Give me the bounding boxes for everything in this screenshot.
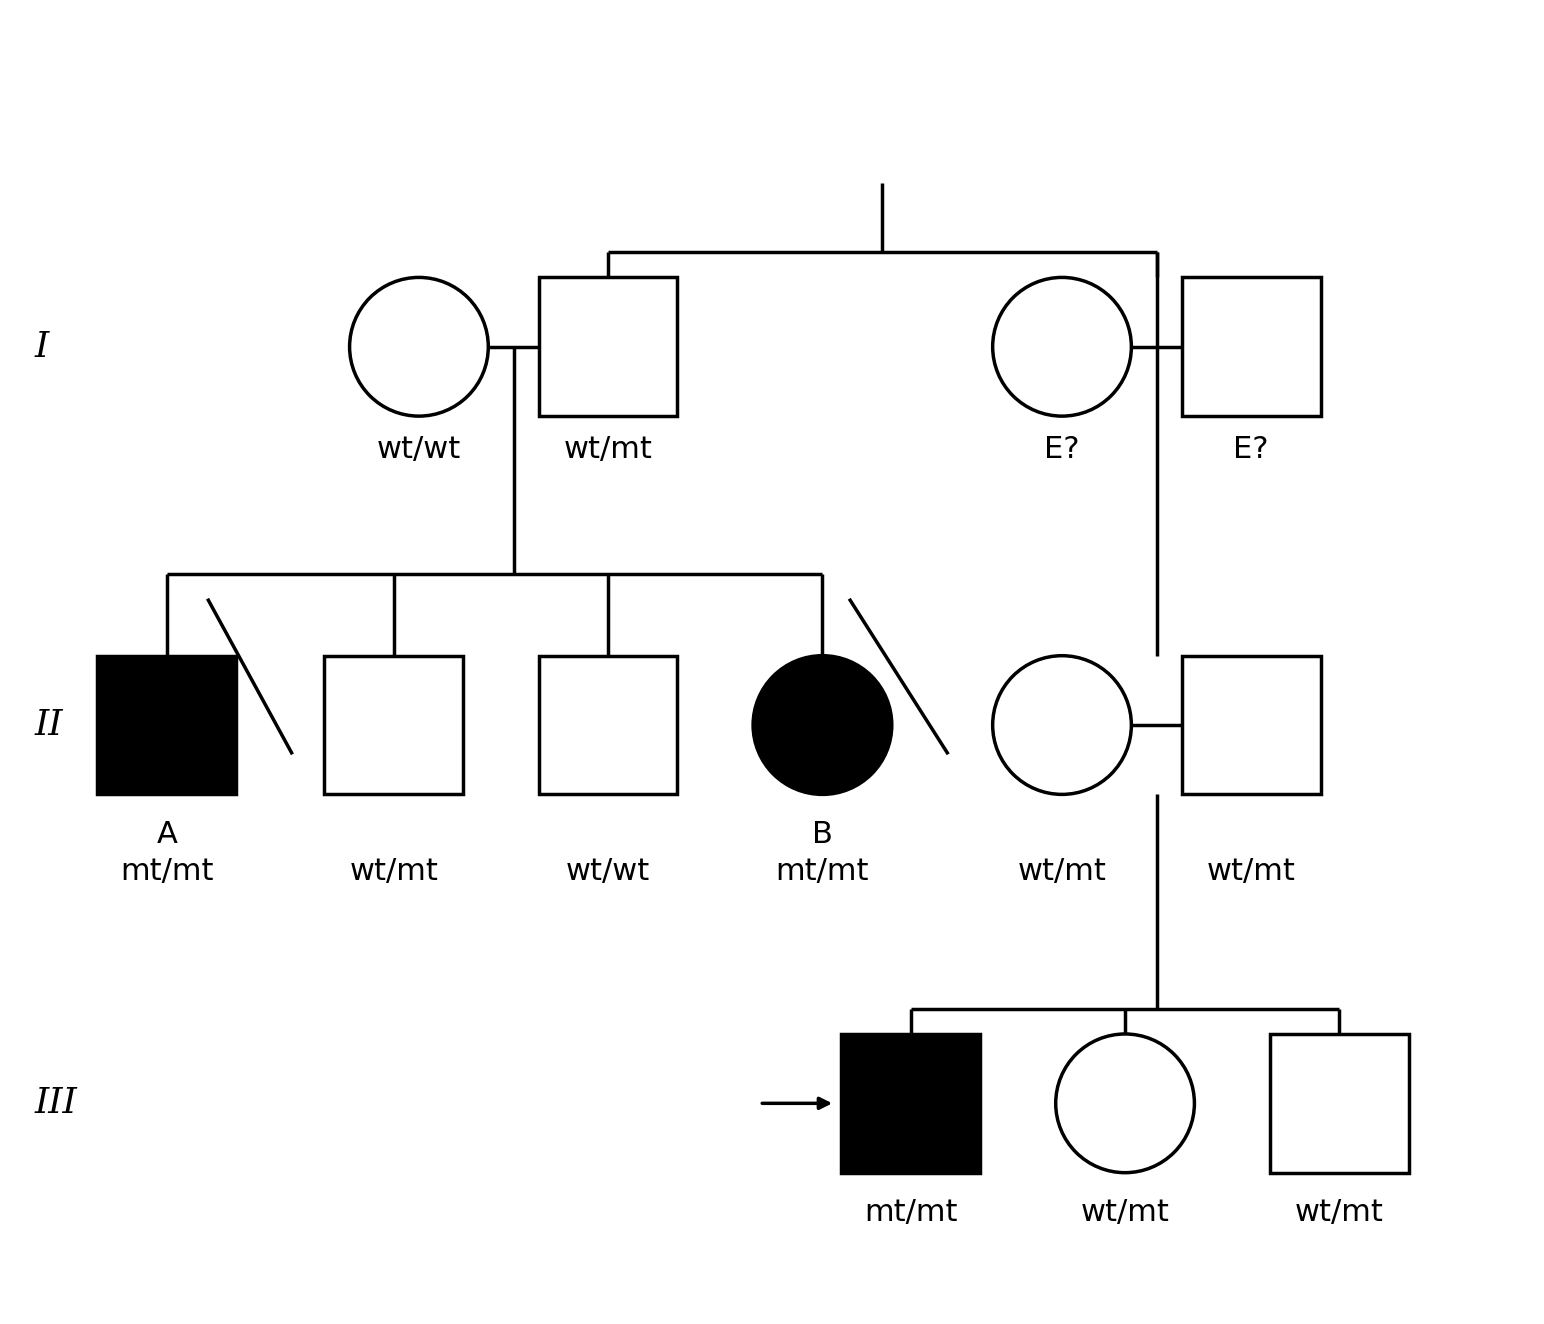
Text: mt/mt: mt/mt — [865, 1198, 957, 1227]
Bar — [539, 278, 678, 416]
Bar — [1181, 278, 1320, 416]
Text: B: B — [812, 820, 832, 849]
Text: A: A — [156, 820, 178, 849]
Text: II: II — [34, 708, 63, 741]
Bar — [841, 1034, 980, 1173]
Bar — [539, 655, 678, 794]
Bar — [97, 655, 236, 794]
Text: wt/mt: wt/mt — [1207, 858, 1295, 887]
Text: wt/wt: wt/wt — [377, 436, 462, 463]
Text: wt/mt: wt/mt — [1081, 1198, 1169, 1227]
Text: wt/wt: wt/wt — [567, 858, 650, 887]
Bar — [1271, 1034, 1408, 1173]
Text: I: I — [34, 330, 48, 364]
Circle shape — [993, 655, 1132, 794]
Circle shape — [349, 278, 488, 416]
Text: wt/mt: wt/mt — [1295, 1198, 1383, 1227]
Text: mt/mt: mt/mt — [775, 858, 869, 887]
Text: mt/mt: mt/mt — [120, 858, 213, 887]
Circle shape — [1056, 1034, 1195, 1173]
Text: wt/mt: wt/mt — [349, 858, 438, 887]
Text: E?: E? — [1044, 436, 1079, 463]
Circle shape — [753, 655, 892, 794]
Text: E?: E? — [1234, 436, 1269, 463]
Bar — [1181, 655, 1320, 794]
Circle shape — [993, 278, 1132, 416]
Text: wt/mt: wt/mt — [564, 436, 653, 463]
Bar — [324, 655, 463, 794]
Text: III: III — [34, 1086, 77, 1120]
Text: wt/mt: wt/mt — [1017, 858, 1107, 887]
